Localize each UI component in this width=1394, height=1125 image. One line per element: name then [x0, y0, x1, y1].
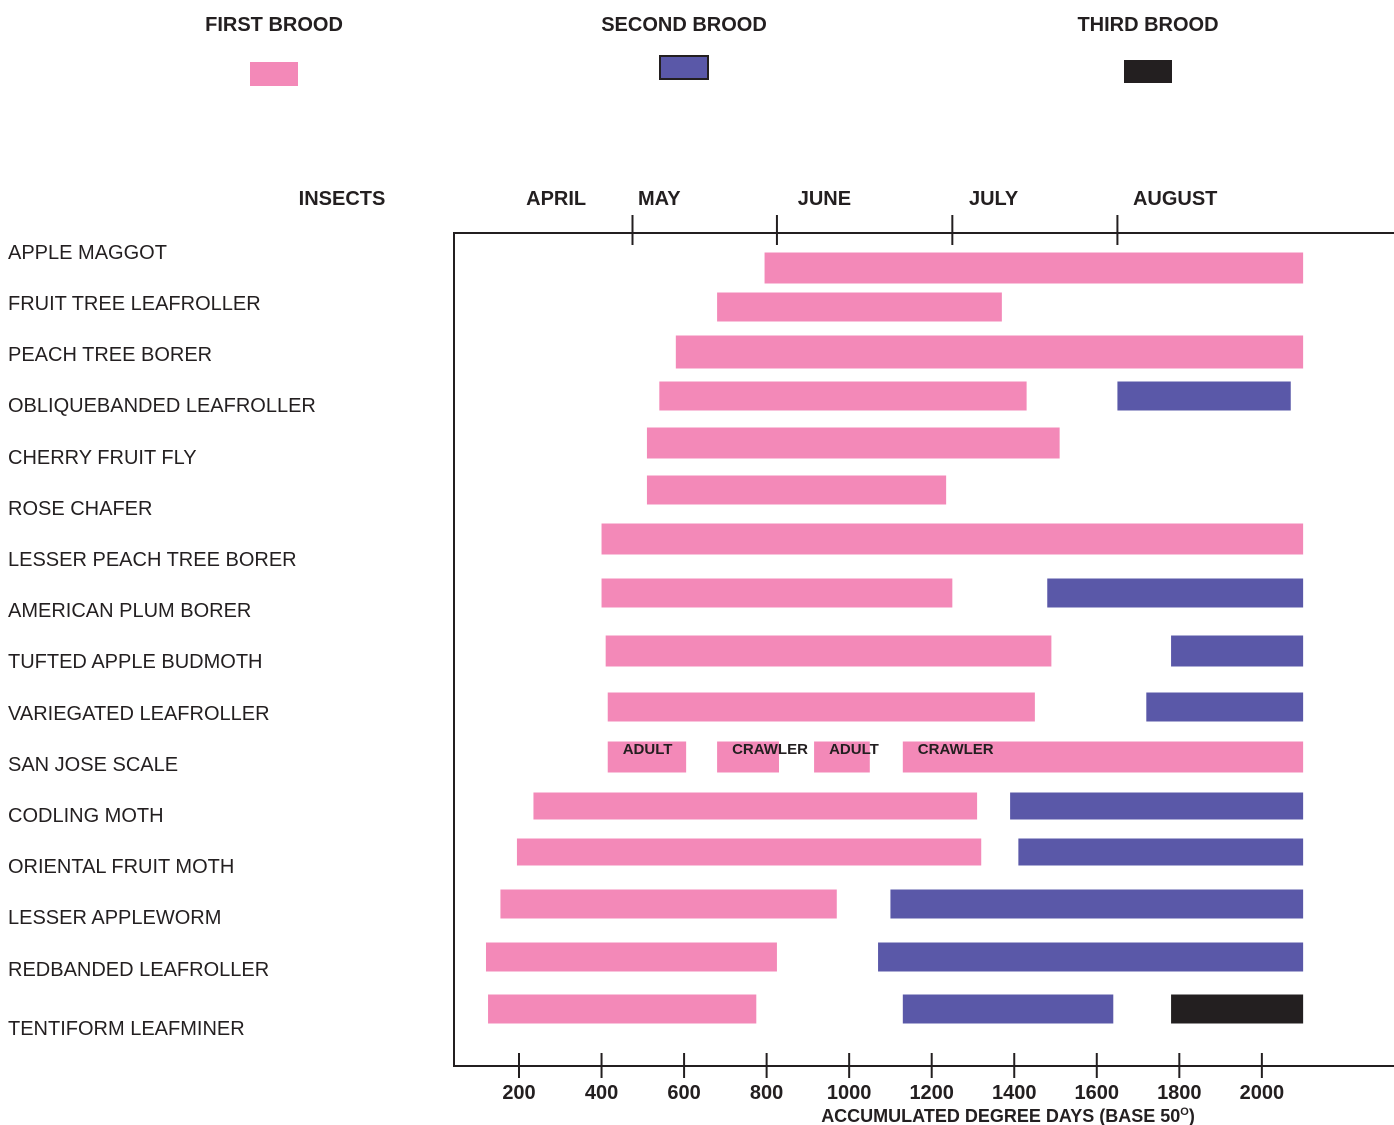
insect-name: VARIEGATED LEAFROLLER: [8, 703, 270, 725]
month-label: JUNE: [798, 188, 851, 210]
x-tick-label: 600: [667, 1082, 700, 1104]
brood-bar: [764, 252, 1304, 284]
insect-row: ORIENTAL FRUIT MOTH: [8, 838, 1304, 878]
insect-row: FRUIT TREE LEAFROLLER: [8, 292, 1002, 322]
x-tick-label: 800: [750, 1082, 783, 1104]
insect-name: APPLE MAGGOT: [8, 242, 167, 264]
bar-annotation: ADULT: [623, 741, 673, 758]
brood-bar: [607, 692, 1035, 722]
plot-frame: [453, 215, 1394, 1067]
month-label: APRIL: [526, 188, 586, 210]
brood-bar: [878, 942, 1304, 972]
brood-bar: [1171, 994, 1304, 1024]
x-axis-label-degree: O: [1180, 1106, 1189, 1118]
x-tick-label: 1600: [1075, 1082, 1120, 1104]
brood-bar: [890, 889, 1304, 919]
brood-bar: [601, 578, 953, 608]
x-axis-label-text: ACCUMULATED DEGREE DAYS (BASE 50: [821, 1106, 1180, 1125]
insect-row: CODLING MOTH: [8, 792, 1304, 827]
legend-swatch: [1124, 60, 1172, 83]
insect-name: TENTIFORM LEAFMINER: [8, 1018, 245, 1040]
brood-bar: [1018, 838, 1304, 866]
legend-swatch: [250, 62, 298, 86]
brood-bar: [902, 994, 1114, 1024]
x-axis-label: ACCUMULATED DEGREE DAYS (BASE 50O): [821, 1106, 1195, 1125]
insect-row: PEACH TREE BORER: [8, 335, 1304, 369]
insect-name: PEACH TREE BORER: [8, 344, 212, 366]
brood-bar: [646, 475, 947, 505]
brood-bar: [1171, 635, 1304, 667]
insect-row: ROSE CHAFER: [8, 475, 947, 520]
brood-bar: [485, 942, 777, 972]
insect-name: LESSER APPLEWORM: [8, 907, 221, 929]
insect-name: ORIENTAL FRUIT MOTH: [8, 856, 234, 878]
legend-label: FIRST BROOD: [205, 14, 343, 36]
brood-bar: [675, 335, 1304, 369]
x-tick-label: 1200: [909, 1082, 954, 1104]
insect-row: CHERRY FRUIT FLY: [8, 427, 1060, 469]
brood-bar: [646, 427, 1060, 459]
month-label: AUGUST: [1133, 188, 1217, 210]
brood-bar: [717, 741, 780, 773]
bar-annotation: CRAWLER: [918, 741, 994, 758]
insect-name: FRUIT TREE LEAFROLLER: [8, 293, 261, 315]
x-tick-label: 1400: [992, 1082, 1037, 1104]
month-label: MAY: [638, 188, 681, 210]
x-axis-ticks: 200 400 600 800 1000 1200 1400 1600 1800 2000: [502, 1053, 1284, 1104]
x-tick-label: 1800: [1157, 1082, 1202, 1104]
insect-name: CODLING MOTH: [8, 805, 164, 827]
insect-row: VARIEGATED LEAFROLLER: [8, 692, 1304, 725]
insect-name: TUFTED APPLE BUDMOTH: [8, 651, 262, 673]
insect-rows: APPLE MAGGOT FRUIT TREE LEAFROLLER PEACH T…: [8, 242, 1304, 1040]
brood-bar: [1047, 578, 1304, 608]
insect-row: SAN JOSE SCALE ADULT CRAWLER ADULT CRAWLER: [8, 741, 1304, 776]
insect-name: OBLIQUEBANDED LEAFROLLER: [8, 395, 316, 417]
bar-annotation: CRAWLER: [732, 741, 808, 758]
legend-swatch: [659, 55, 709, 80]
insect-row: LESSER APPLEWORM: [8, 889, 1304, 929]
insect-row: REDBANDED LEAFROLLER: [8, 942, 1304, 981]
brood-bar: [1010, 792, 1304, 820]
legend-label: THIRD BROOD: [1077, 14, 1218, 36]
brood-bar: [1146, 692, 1304, 722]
brood-bar: [605, 635, 1052, 667]
brood-bar: [533, 792, 978, 820]
insect-name: REDBANDED LEAFROLLER: [8, 959, 269, 981]
brood-bar: [607, 741, 687, 773]
insect-row: LESSER PEACH TREE BORER: [8, 523, 1304, 571]
insect-name: CHERRY FRUIT FLY: [8, 447, 197, 469]
x-tick-label: 1000: [827, 1082, 872, 1104]
insect-name: AMERICAN PLUM BORER: [8, 600, 251, 622]
month-labels: APRIL MAY JUNE JULY AUGUST: [526, 188, 1217, 210]
brood-bar: [500, 889, 837, 919]
brood-bar: [659, 381, 1027, 411]
x-axis-label-close: ): [1189, 1106, 1195, 1125]
legend: FIRST BROOD SECOND BROOD THIRD BROOD: [205, 14, 1219, 86]
brood-bar: [488, 994, 757, 1024]
insect-name: LESSER PEACH TREE BORER: [8, 549, 297, 571]
month-label: JULY: [969, 188, 1019, 210]
insect-row: TENTIFORM LEAFMINER: [8, 994, 1304, 1040]
insect-row: AMERICAN PLUM BORER: [8, 578, 1304, 622]
insect-row: APPLE MAGGOT: [8, 242, 1304, 284]
bar-annotation: ADULT: [829, 741, 879, 758]
legend-label: SECOND BROOD: [601, 14, 767, 36]
insect-name: SAN JOSE SCALE: [8, 754, 178, 776]
brood-bar: [717, 292, 1002, 322]
brood-bar: [1117, 381, 1291, 411]
insect-row: TUFTED APPLE BUDMOTH: [8, 635, 1304, 673]
brood-bar: [601, 523, 1304, 555]
x-tick-label: 200: [502, 1082, 535, 1104]
row-header: INSECTS: [299, 188, 386, 210]
brood-bar: [814, 741, 870, 773]
insect-name: ROSE CHAFER: [8, 498, 152, 520]
brood-bar: [516, 838, 982, 866]
x-tick-label: 400: [585, 1082, 618, 1104]
x-tick-label: 2000: [1240, 1082, 1285, 1104]
insect-row: OBLIQUEBANDED LEAFROLLER: [8, 381, 1291, 417]
brood-bar: [902, 741, 1304, 773]
